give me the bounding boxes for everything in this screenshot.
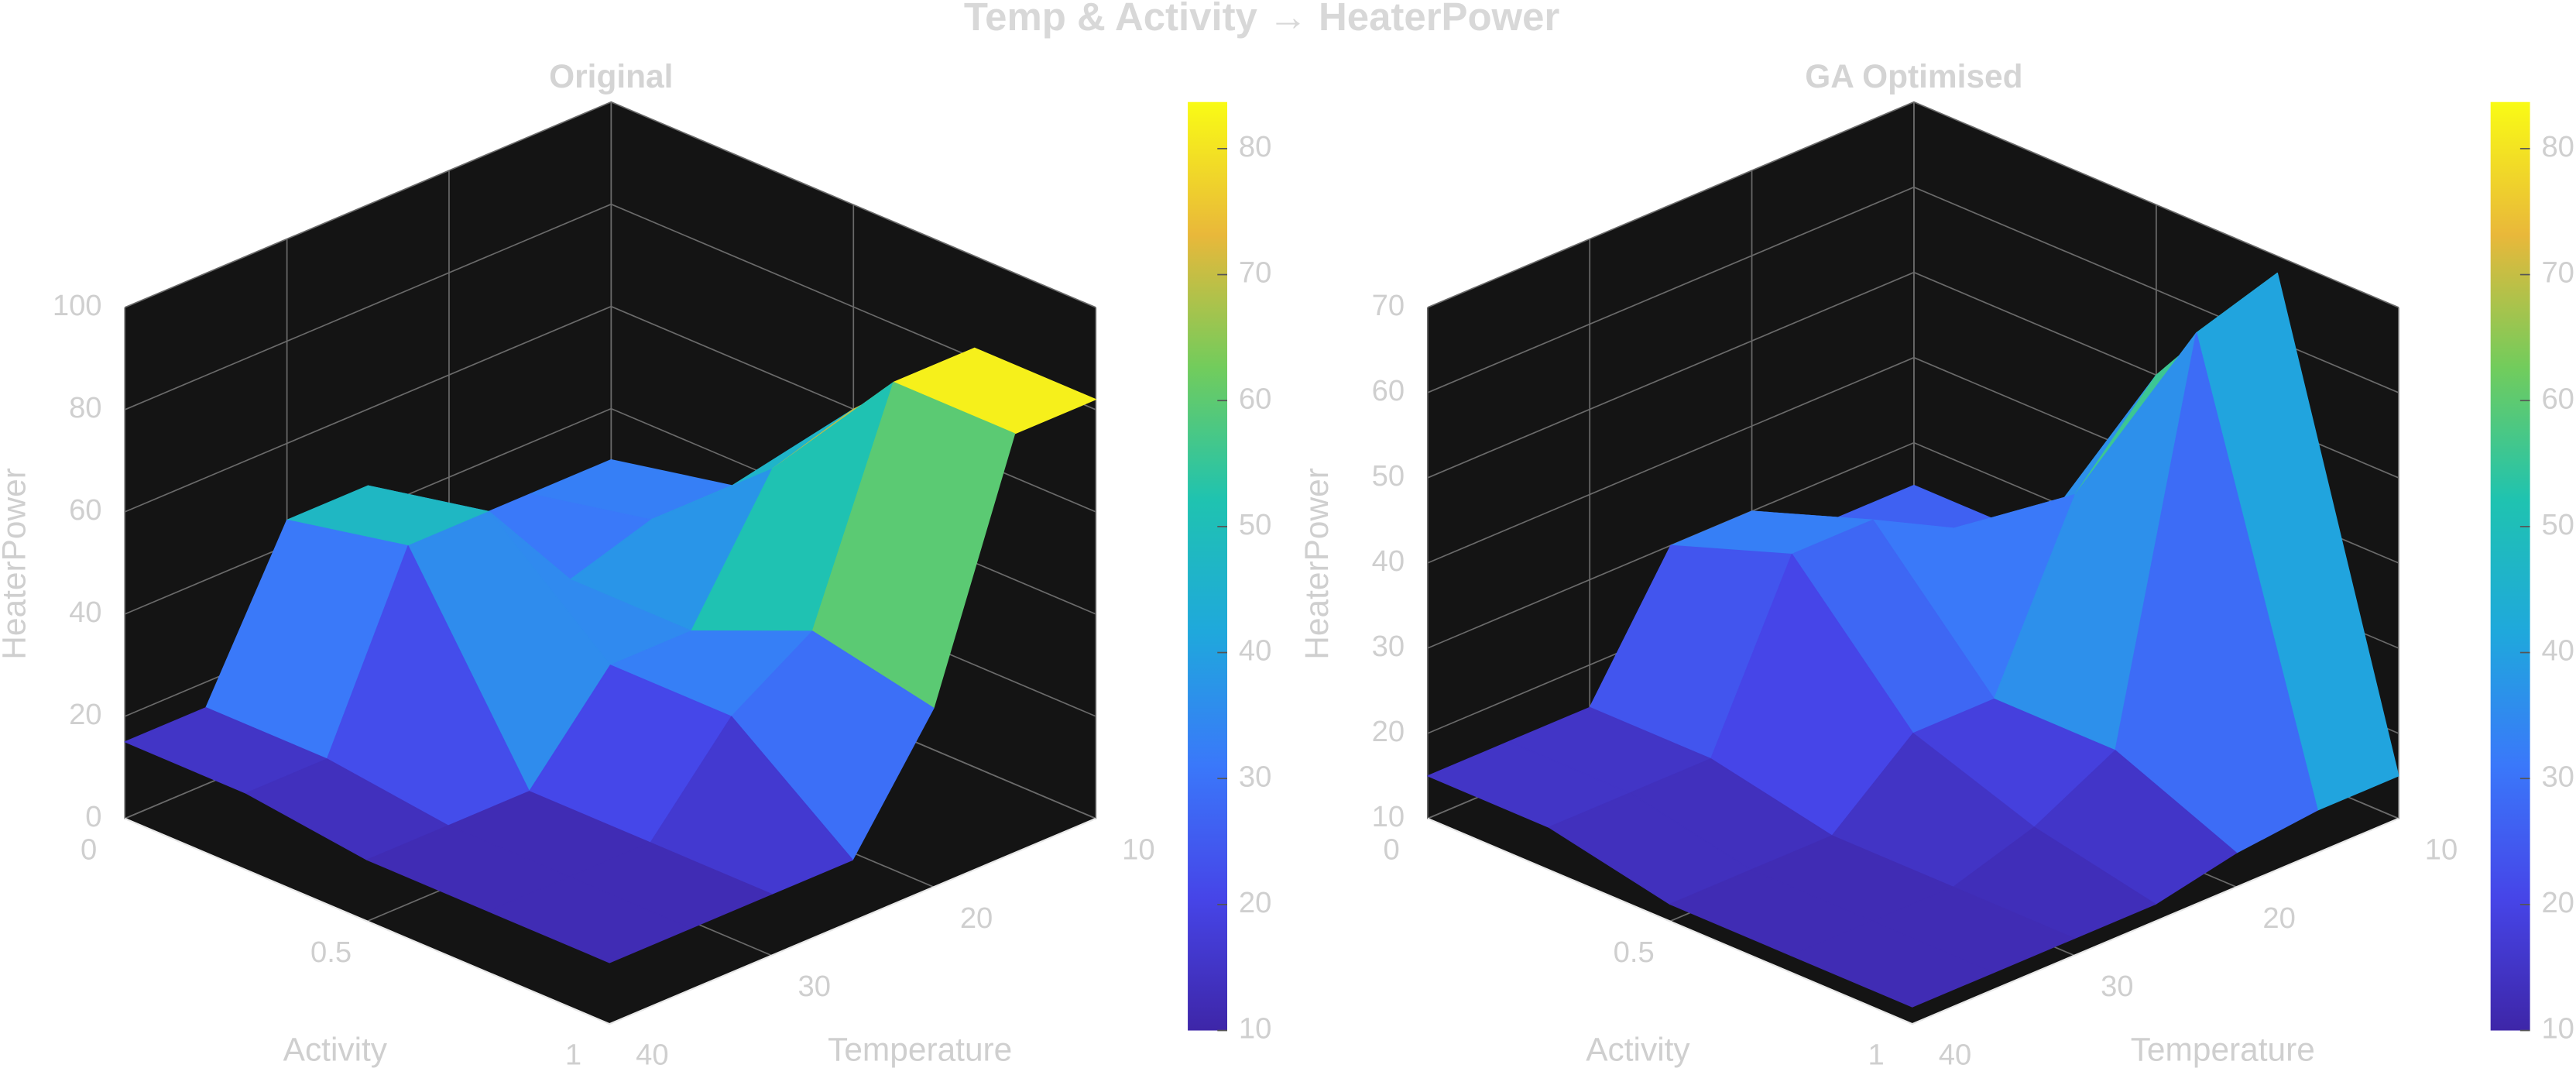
figure-title: Temp & Activity → HeaterPower bbox=[964, 0, 1560, 39]
x-tick-label: 40 bbox=[1939, 1039, 1971, 1072]
y-tick-label: 1 bbox=[1868, 1039, 1884, 1072]
axis-line bbox=[124, 817, 1096, 1025]
x-tick-label: 10 bbox=[2425, 833, 2458, 866]
colorbar-tick-label: 70 bbox=[1239, 256, 1271, 290]
z-tick-label: 40 bbox=[1372, 544, 1405, 578]
x-tick-label: 20 bbox=[960, 902, 993, 935]
x-tick-label: 30 bbox=[2101, 970, 2133, 1003]
y-tick-label: 0.5 bbox=[310, 936, 352, 969]
colorbar-tick-label: 80 bbox=[1239, 130, 1271, 163]
colorbar-tick-label: 40 bbox=[1239, 634, 1271, 668]
colorbar-tick-label: 30 bbox=[2541, 760, 2574, 793]
z-axis-title: HeaterPower bbox=[0, 468, 32, 660]
z-tick-label: 60 bbox=[1372, 374, 1405, 407]
chart-title: Original bbox=[549, 58, 673, 94]
surface-chart: 10 20 30 40 50 60 70 10 20 30 40 0 0.5 1 GA Optimised T… bbox=[1298, 58, 2574, 1071]
colorbar-tick-label: 20 bbox=[2541, 886, 2574, 919]
x-axis-title: Temperature bbox=[2131, 1031, 2315, 1067]
x-tick-label: 20 bbox=[2262, 902, 2295, 935]
y-axis-title: Activity bbox=[1586, 1031, 1690, 1067]
z-tick-label: 40 bbox=[69, 596, 101, 629]
z-tick-label: 60 bbox=[69, 493, 101, 527]
x-tick-label: 40 bbox=[636, 1039, 668, 1072]
colorbar-tick-label: 80 bbox=[2541, 130, 2574, 163]
colorbar-tick-label: 40 bbox=[2541, 634, 2574, 668]
y-axis-title: Activity bbox=[283, 1031, 388, 1067]
colorbar-tick-label: 60 bbox=[1239, 382, 1271, 415]
colorbar-tick-label: 10 bbox=[2541, 1012, 2574, 1046]
z-tick-label: 0 bbox=[85, 800, 101, 833]
z-tick-label: 80 bbox=[69, 391, 101, 424]
colorbar bbox=[2490, 101, 2530, 1031]
z-tick-label: 10 bbox=[1372, 800, 1405, 833]
z-tick-label: 20 bbox=[69, 698, 101, 731]
y-tick-label: 0 bbox=[1384, 833, 1400, 866]
surface-cell bbox=[1790, 920, 1995, 1008]
colorbar bbox=[1188, 101, 1227, 1031]
colorbar-tick-label: 20 bbox=[1239, 886, 1271, 919]
colorbar-tick-label: 60 bbox=[2541, 382, 2574, 415]
z-tick-label: 50 bbox=[1372, 459, 1405, 493]
z-tick-label: 30 bbox=[1372, 630, 1405, 663]
surface-chart: 0 20 40 60 80 100 10 20 30 40 0 0.5 1 Original Tempera… bbox=[0, 58, 1271, 1071]
y-tick-label: 1 bbox=[565, 1039, 581, 1072]
x-tick-label: 10 bbox=[1122, 833, 1154, 866]
chart-title: GA Optimised bbox=[1805, 58, 2022, 94]
colorbar-tick-label: 30 bbox=[1239, 760, 1271, 793]
z-axis-title: HeaterPower bbox=[1298, 468, 1335, 660]
colorbar-tick-label: 70 bbox=[2541, 256, 2574, 290]
colorbar-tick-label: 10 bbox=[1239, 1012, 1271, 1046]
z-tick-label: 20 bbox=[1372, 715, 1405, 748]
surface-cell bbox=[488, 876, 691, 963]
colorbar-tick-label: 50 bbox=[2541, 508, 2574, 541]
y-tick-label: 0 bbox=[81, 833, 97, 866]
x-axis-title: Temperature bbox=[828, 1031, 1012, 1067]
colorbar-tick-label: 50 bbox=[1239, 508, 1271, 541]
x-tick-label: 30 bbox=[797, 970, 830, 1003]
y-tick-label: 0.5 bbox=[1614, 936, 1655, 969]
z-tick-label: 100 bbox=[53, 289, 102, 322]
z-tick-label: 70 bbox=[1372, 289, 1405, 322]
axis-line bbox=[1427, 817, 2399, 1025]
